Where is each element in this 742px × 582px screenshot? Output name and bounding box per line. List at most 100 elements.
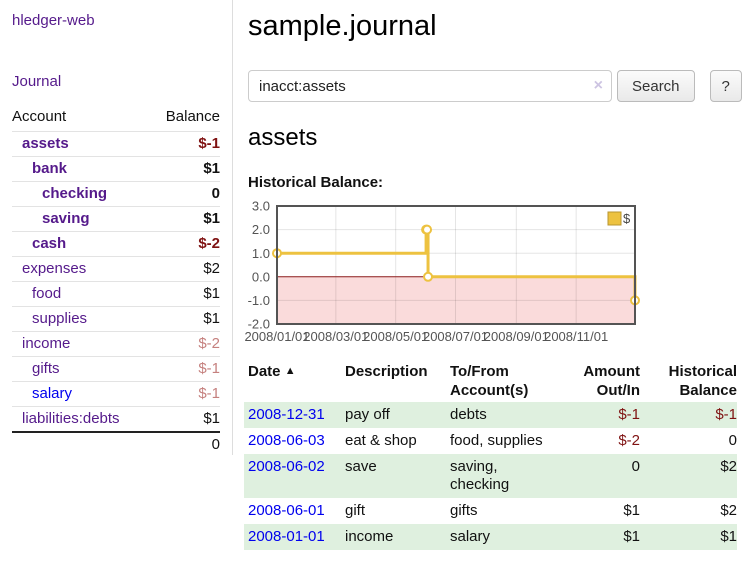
account-link[interactable]: bank	[32, 160, 67, 177]
account-row: checking 0	[12, 182, 220, 207]
account-balance: $1	[150, 207, 220, 232]
accounts-total-value: 0	[150, 432, 220, 457]
register-row: 2008-01-01incomesalary$1$1	[244, 524, 737, 550]
brand-link[interactable]: hledger-web	[12, 12, 95, 29]
transaction-description: pay off	[345, 402, 450, 428]
register-header-amount: Amount Out/In	[555, 360, 640, 402]
register-row: 2008-06-01giftgifts$1$2	[244, 498, 737, 524]
account-balance: $-1	[150, 357, 220, 382]
transaction-accounts: salary	[450, 524, 555, 550]
account-link[interactable]: cash	[32, 235, 66, 252]
register-header-balance: Historical Balance	[640, 360, 737, 402]
search-form: × Search ?	[248, 70, 742, 102]
transaction-accounts: debts	[450, 402, 555, 428]
accounts-table: Account Balance assets $-1 bank $1 checking 0…	[12, 105, 220, 457]
account-link[interactable]: checking	[42, 185, 107, 202]
account-link[interactable]: salary	[32, 385, 72, 402]
account-balance: $-2	[150, 332, 220, 357]
transaction-amount: $-1	[555, 402, 640, 428]
account-balance: $2	[150, 257, 220, 282]
chart-title: Historical Balance:	[248, 174, 742, 192]
account-row: saving $1	[12, 207, 220, 232]
x-axis-tick-label: 2008/11/01	[544, 329, 608, 344]
account-balance: $-1	[150, 382, 220, 407]
y-axis-tick-label: 1.0	[252, 246, 270, 261]
account-balance: $-1	[150, 132, 220, 157]
search-input[interactable]	[248, 70, 612, 102]
transaction-balance: 0	[640, 428, 737, 454]
sidebar-item-journal[interactable]: Journal	[12, 73, 61, 90]
transaction-accounts: food, supplies	[450, 428, 555, 454]
account-balance: $1	[150, 157, 220, 182]
clear-search-icon[interactable]: ×	[594, 76, 603, 96]
x-axis-tick-label: 2008/07/01	[423, 329, 488, 344]
x-axis-tick-label: 2008/05/01	[363, 329, 428, 344]
register-row: 2008-12-31pay offdebts$-1$-1	[244, 402, 737, 428]
page-title: sample.journal	[248, 8, 742, 44]
transaction-description: income	[345, 524, 450, 550]
account-link[interactable]: expenses	[22, 260, 86, 277]
y-axis-tick-label: -1.0	[248, 293, 270, 308]
register-header-row: Date ▲ Description To/From Account(s) Am…	[244, 360, 737, 402]
transaction-balance: $-1	[640, 402, 737, 428]
transaction-description: save	[345, 454, 450, 498]
account-link[interactable]: saving	[42, 210, 90, 227]
x-axis-tick-label: 2008/09/01	[484, 329, 549, 344]
y-axis-tick-label: 0.0	[252, 269, 270, 284]
account-balance: $1	[150, 282, 220, 307]
account-row: liabilities:debts $1	[12, 407, 220, 433]
y-axis-tick-label: 2.0	[252, 222, 270, 237]
account-row: income $-2	[12, 332, 220, 357]
transaction-balance: $1	[640, 524, 737, 550]
account-link[interactable]: gifts	[32, 360, 60, 377]
transaction-accounts: gifts	[450, 498, 555, 524]
account-balance: $1	[150, 407, 220, 433]
accounts-total-row: 0	[12, 432, 220, 457]
chart-point-marker	[423, 226, 431, 234]
account-balance: $1	[150, 307, 220, 332]
transaction-date-link[interactable]: 2008-06-01	[248, 502, 325, 519]
register-table-body: 2008-12-31pay offdebts$-1$-12008-06-03ea…	[244, 402, 737, 550]
transaction-balance: $2	[640, 498, 737, 524]
sort-asc-icon: ▲	[285, 365, 296, 377]
transaction-amount: $1	[555, 524, 640, 550]
transaction-date-link[interactable]: 2008-06-03	[248, 432, 325, 449]
account-link[interactable]: food	[32, 285, 61, 302]
accounts-header-row: Account Balance	[12, 105, 220, 132]
transaction-date-link[interactable]: 2008-12-31	[248, 406, 325, 423]
transaction-date-link[interactable]: 2008-06-02	[248, 458, 325, 475]
register-header-description: Description	[345, 360, 450, 402]
account-heading: assets	[248, 124, 742, 152]
main-content: sample.journal × Search ? assets Histori…	[248, 0, 742, 550]
historical-balance-chart: 3.02.01.00.0-1.0-2.02008/01/012008/03/01…	[240, 202, 690, 352]
register-row: 2008-06-03eat & shopfood, supplies$-20	[244, 428, 737, 454]
register-table: Date ▲ Description To/From Account(s) Am…	[244, 360, 737, 550]
account-row: expenses $2	[12, 257, 220, 282]
help-button[interactable]: ?	[710, 70, 742, 102]
register-header-date[interactable]: Date ▲	[244, 360, 345, 402]
account-link[interactable]: liabilities:debts	[22, 410, 120, 427]
account-row: assets $-1	[12, 132, 220, 157]
account-link[interactable]: supplies	[32, 310, 87, 327]
account-row: food $1	[12, 282, 220, 307]
account-row: cash $-2	[12, 232, 220, 257]
x-axis-tick-label: 2008/01/01	[244, 329, 309, 344]
register-row: 2008-06-02savesaving, checking0$2	[244, 454, 737, 498]
sidebar: hledger-web Journal Account Balance asse…	[0, 0, 233, 455]
accounts-header-balance: Balance	[150, 105, 220, 132]
transaction-description: gift	[345, 498, 450, 524]
account-balance: 0	[150, 182, 220, 207]
transaction-date-link[interactable]: 2008-01-01	[248, 528, 325, 545]
transaction-amount: 0	[555, 454, 640, 498]
account-row: supplies $1	[12, 307, 220, 332]
account-row: salary $-1	[12, 382, 220, 407]
account-link[interactable]: assets	[22, 135, 69, 152]
register-header-accounts: To/From Account(s)	[450, 360, 555, 402]
accounts-header-account: Account	[12, 105, 150, 132]
transaction-balance: $2	[640, 454, 737, 498]
search-button[interactable]: Search	[617, 70, 695, 102]
chart-legend-swatch	[608, 212, 621, 225]
account-link[interactable]: income	[22, 335, 70, 352]
chart-legend-label: $	[623, 211, 631, 226]
account-balance: $-2	[150, 232, 220, 257]
